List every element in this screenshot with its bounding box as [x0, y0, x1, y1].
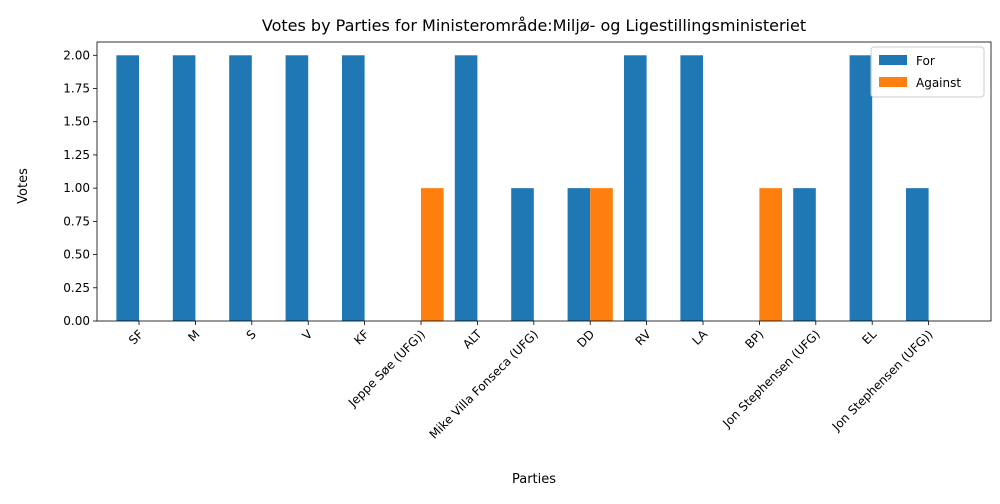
x-tick-label: EL [859, 327, 879, 347]
y-tick-label: 1.75 [63, 82, 90, 96]
legend-label-against: Against [916, 76, 961, 90]
bar-for-8 [567, 188, 591, 321]
bar-for-13 [849, 55, 873, 321]
legend-swatch-for [879, 55, 907, 65]
bar-for-12 [793, 188, 816, 321]
bar-against-11 [759, 188, 782, 321]
x-tick-label: ALT [460, 327, 485, 352]
y-axis-label: Votes [16, 168, 31, 204]
plot-frame [96, 41, 992, 322]
x-tick-label: BP) [742, 327, 766, 351]
y-tick-label: 1.50 [63, 115, 90, 129]
bar-for-10 [680, 55, 703, 321]
chart-title: Votes by Parties for Ministerområde:Milj… [262, 16, 806, 35]
y-tick-label: 0.25 [63, 281, 90, 295]
y-tick-label: 0.00 [63, 314, 90, 328]
y-tick-label: 1.00 [63, 181, 90, 195]
x-tick-label: SF [126, 327, 146, 347]
x-tick-label: KF [351, 327, 371, 347]
plot-area: 0.00 0.25 0.50 0.75 1.00 1.25 1.50 1.75 2.00 SF M S… [63, 41, 992, 442]
x-tick-label: Jon Stephensen (UFG) [719, 327, 823, 431]
x-tick-label: Mike Villa Fonseca (UFG) [427, 327, 541, 441]
x-tick-label: M [185, 327, 202, 344]
x-axis-label: Parties [512, 472, 556, 487]
y-tick-label: 2.00 [63, 48, 90, 62]
y-tick-label: 0.50 [63, 248, 90, 262]
bar-for-14 [906, 188, 929, 321]
bar-for-2 [229, 55, 252, 321]
bar-for-4 [342, 55, 365, 321]
y-tick-label: 0.75 [63, 214, 90, 228]
bar-against-5 [421, 188, 444, 321]
bar-against-8 [590, 188, 613, 321]
x-tick-label: V [300, 327, 316, 343]
legend-swatch-against [879, 77, 907, 87]
x-tick-label: Jon Stephensen (UFG)) [829, 327, 936, 434]
bar-for-7 [511, 188, 534, 321]
bar-for-6 [454, 55, 478, 321]
bar-for-3 [285, 55, 309, 321]
x-tick-label: S [244, 327, 259, 342]
bar-for-1 [172, 55, 196, 321]
bar-for-9 [624, 55, 647, 321]
legend: For Against [870, 46, 985, 98]
y-tick-label: 1.25 [63, 148, 90, 162]
x-tick-label: DD [574, 327, 597, 350]
x-tick-label: RV [633, 327, 655, 349]
x-tick-label: LA [689, 327, 710, 348]
bar-for-0 [116, 55, 139, 321]
legend-label-for: For [916, 54, 935, 68]
